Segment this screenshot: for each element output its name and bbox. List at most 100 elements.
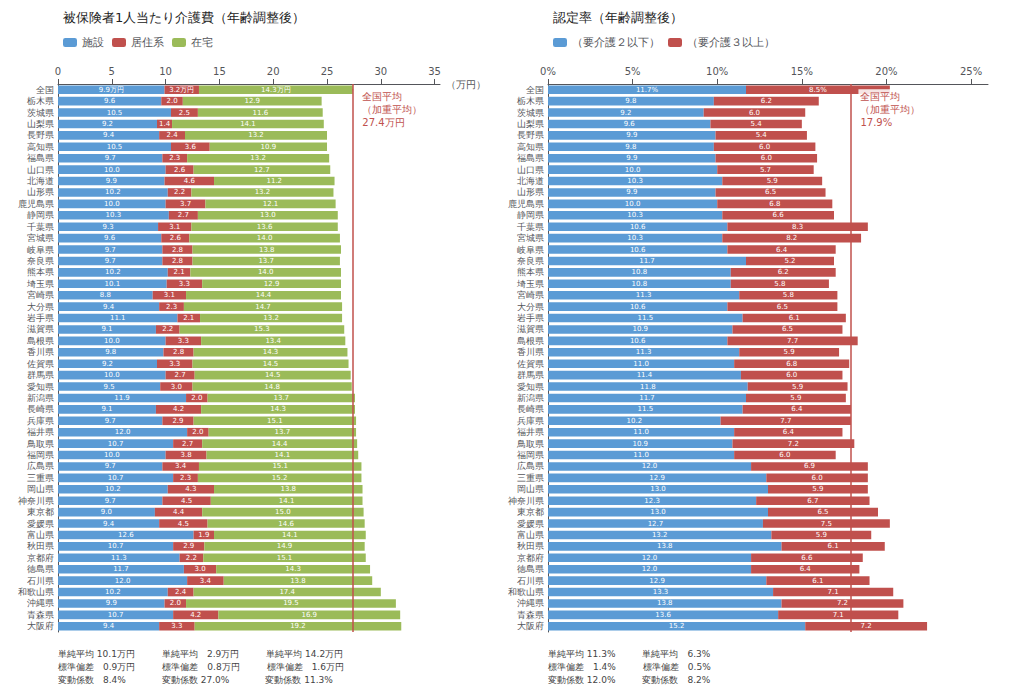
svg-text:10.2: 10.2 (105, 268, 121, 276)
svg-text:10.3: 10.3 (627, 177, 643, 185)
svg-text:13.2: 13.2 (250, 154, 266, 162)
svg-text:京都府: 京都府 (517, 553, 544, 563)
svg-text:10.9: 10.9 (261, 143, 277, 151)
svg-text:7.2: 7.2 (788, 440, 799, 448)
svg-text:山梨県: 山梨県 (517, 119, 544, 129)
svg-text:9.7: 9.7 (105, 462, 116, 470)
svg-text:12.3: 12.3 (644, 497, 660, 505)
svg-text:群馬県: 群馬県 (517, 370, 544, 380)
svg-text:（加重平均）: （加重平均） (362, 104, 422, 115)
svg-text:徳島県: 徳島県 (517, 564, 544, 574)
svg-text:三重県: 三重県 (517, 473, 544, 483)
svg-text:滋賀県: 滋賀県 (27, 324, 54, 334)
svg-text:滋賀県: 滋賀県 (517, 324, 544, 334)
svg-text:福井県: 福井県 (27, 427, 54, 437)
svg-text:石川県: 石川県 (27, 576, 54, 586)
svg-text:香川県: 香川県 (517, 347, 544, 357)
svg-text:2.7: 2.7 (182, 440, 193, 448)
svg-text:13.7: 13.7 (258, 257, 274, 265)
svg-text:10.9: 10.9 (632, 325, 648, 333)
svg-text:広島県: 広島県 (27, 461, 54, 471)
svg-text:10.3: 10.3 (106, 211, 122, 219)
svg-text:標準偏差 0.9万円 標準偏差 0.8万円 標準偏差: 標準偏差 0.9万円 標準偏差 0.8万円 標準偏差 1.6万円 (58, 662, 344, 672)
svg-text:6.2: 6.2 (778, 268, 789, 276)
svg-text:3.4: 3.4 (175, 462, 187, 470)
svg-text:大分県: 大分県 (517, 302, 544, 312)
svg-text:愛知県: 愛知県 (27, 382, 54, 392)
svg-text:14.3: 14.3 (285, 565, 301, 573)
svg-text:9.9: 9.9 (106, 599, 117, 607)
svg-text:0%: 0% (540, 66, 556, 77)
svg-text:1.4: 1.4 (159, 120, 171, 128)
svg-text:11.8: 11.8 (640, 383, 656, 391)
svg-text:9.9万円: 9.9万円 (99, 86, 124, 94)
svg-text:3.3: 3.3 (169, 360, 180, 368)
svg-text:10.2: 10.2 (105, 188, 121, 196)
svg-text:10.6: 10.6 (630, 223, 646, 231)
svg-text:6.8: 6.8 (786, 360, 797, 368)
svg-text:12.7: 12.7 (648, 520, 664, 528)
svg-text:5%: 5% (625, 66, 641, 77)
svg-text:3.0: 3.0 (171, 383, 182, 391)
svg-text:12.6: 12.6 (118, 531, 134, 539)
svg-text:5.9: 5.9 (816, 531, 827, 539)
svg-text:15.0: 15.0 (275, 508, 291, 516)
svg-text:2.2: 2.2 (186, 554, 197, 562)
svg-text:6.0: 6.0 (761, 154, 772, 162)
svg-text:北海道: 北海道 (517, 176, 544, 186)
svg-text:島根県: 島根県 (27, 336, 54, 346)
svg-text:10.2: 10.2 (105, 485, 121, 493)
svg-text:新潟県: 新潟県 (517, 393, 544, 403)
svg-text:13.0: 13.0 (650, 485, 666, 493)
svg-text:宮城県: 宮城県 (517, 233, 544, 243)
svg-text:13.2: 13.2 (248, 131, 264, 139)
svg-text:居住系: 居住系 (131, 36, 164, 49)
svg-text:千葉県: 千葉県 (27, 222, 54, 232)
svg-text:12.0: 12.0 (642, 565, 658, 573)
svg-text:2.0: 2.0 (166, 97, 177, 105)
svg-text:3.0: 3.0 (194, 565, 205, 573)
svg-text:11.1: 11.1 (110, 314, 126, 322)
svg-text:14.9: 14.9 (277, 542, 293, 550)
svg-text:14.0: 14.0 (258, 268, 274, 276)
svg-text:15.3: 15.3 (254, 325, 270, 333)
svg-text:神奈川県: 神奈川県 (508, 496, 544, 506)
svg-text:11.5: 11.5 (638, 314, 654, 322)
svg-text:6.0: 6.0 (786, 371, 797, 379)
svg-text:10.6: 10.6 (630, 337, 646, 345)
svg-text:9.9: 9.9 (626, 188, 637, 196)
svg-text:2.3: 2.3 (180, 474, 191, 482)
svg-text:在宅: 在宅 (191, 36, 213, 49)
svg-text:7.5: 7.5 (821, 520, 832, 528)
svg-text:2.4: 2.4 (166, 131, 178, 139)
svg-text:全国平均: 全国平均 (362, 91, 402, 102)
svg-text:6.9: 6.9 (804, 462, 815, 470)
svg-text:茨城県: 茨城県 (517, 108, 544, 118)
svg-text:茨城県: 茨城県 (27, 108, 54, 118)
svg-text:和歌山県: 和歌山県 (508, 587, 544, 597)
svg-text:全国: 全国 (36, 85, 54, 95)
svg-text:8.8: 8.8 (100, 291, 111, 299)
svg-text:5.4: 5.4 (756, 131, 768, 139)
svg-text:岡山県: 岡山県 (517, 484, 544, 494)
svg-text:20: 20 (267, 66, 280, 77)
svg-text:10.5: 10.5 (107, 143, 123, 151)
svg-text:9.4: 9.4 (103, 303, 115, 311)
svg-text:2.6: 2.6 (170, 234, 182, 242)
svg-text:愛媛県: 愛媛県 (27, 519, 54, 529)
svg-text:6.4: 6.4 (776, 246, 788, 254)
svg-text:栃木県: 栃木県 (27, 96, 54, 106)
svg-text:13.8: 13.8 (290, 577, 306, 585)
svg-text:3.7: 3.7 (180, 200, 191, 208)
svg-text:群馬県: 群馬県 (27, 370, 54, 380)
svg-text:山口県: 山口県 (27, 165, 54, 175)
svg-text:15.1: 15.1 (267, 417, 283, 425)
svg-text:9.1: 9.1 (101, 405, 112, 413)
svg-text:19.2: 19.2 (290, 622, 306, 630)
svg-text:4.2: 4.2 (190, 611, 201, 619)
svg-text:6.5: 6.5 (782, 325, 793, 333)
svg-text:長野県: 長野県 (27, 130, 54, 140)
svg-text:9.9: 9.9 (106, 177, 117, 185)
svg-text:3.3: 3.3 (179, 280, 190, 288)
svg-text:福島県: 福島県 (517, 153, 544, 163)
